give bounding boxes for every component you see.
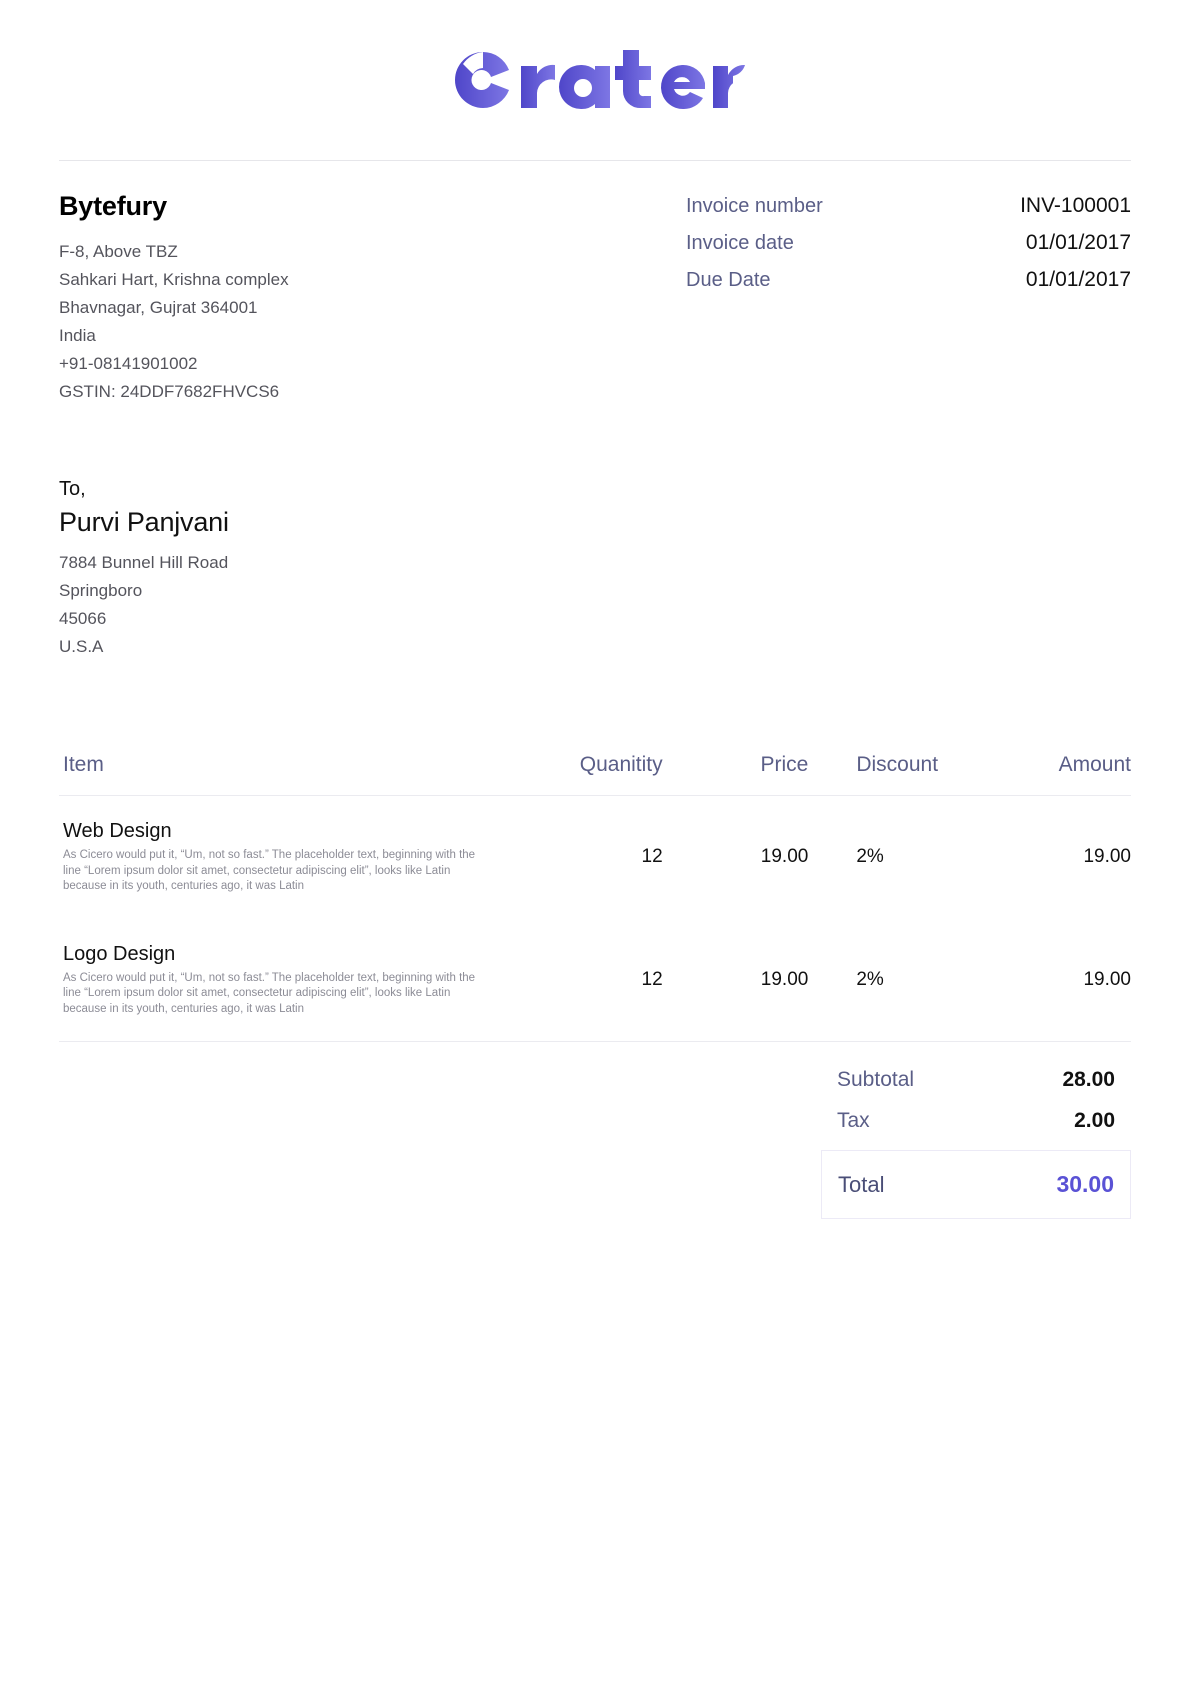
- line-item-cell: Logo Design As Cicero would put it, “Um,…: [59, 918, 507, 1042]
- brand-logo: [59, 0, 1131, 160]
- company-block: Bytefury F-8, Above TBZ Sahkari Hart, Kr…: [59, 191, 539, 406]
- invoice-date-row: Invoice date 01/01/2017: [686, 231, 1131, 255]
- invoice-date-label: Invoice date: [686, 232, 794, 254]
- line-items-table: Item Quanitity Price Discount Amount Web…: [59, 753, 1131, 1042]
- subtotal-row: Subtotal 28.00: [821, 1068, 1131, 1092]
- line-item-name: Web Design: [63, 820, 172, 842]
- invoice-date-value: 01/01/2017: [1025, 231, 1131, 254]
- crater-logo-icon: [455, 50, 745, 110]
- header-divider: [59, 160, 1131, 161]
- total-value: 30.00: [1056, 1171, 1114, 1197]
- line-item-quantity: 12: [506, 918, 663, 1042]
- tax-value: 2.00: [1074, 1109, 1115, 1132]
- company-gstin: GSTIN: 24DDF7682FHVCS6: [59, 382, 280, 401]
- company-address-line: F-8, Above TBZ: [59, 242, 178, 261]
- totals-block: Subtotal 28.00 Tax 2.00 Total 30.00: [821, 1068, 1131, 1219]
- line-items-header: Item Quanitity Price Discount Amount: [59, 753, 1131, 796]
- company-address-line: India: [59, 326, 96, 345]
- due-date-value: 01/01/2017: [1025, 268, 1131, 291]
- line-item-description: As Cicero would put it, “Um, not so fast…: [63, 849, 476, 892]
- subtotal-value: 28.00: [1062, 1068, 1115, 1091]
- line-item-cell: Web Design As Cicero would put it, “Um, …: [59, 796, 507, 919]
- company-name: Bytefury: [59, 191, 167, 221]
- column-header-discount: Discount: [808, 753, 975, 796]
- tax-label: Tax: [837, 1109, 870, 1132]
- table-row: Logo Design As Cicero would put it, “Um,…: [59, 918, 1131, 1042]
- line-item-amount: 19.00: [974, 918, 1131, 1042]
- bill-to-label: To,: [59, 478, 86, 500]
- bill-to-block: To, Purvi Panjvani 7884 Bunnel Hill Road…: [59, 478, 1131, 661]
- column-header-quantity: Quanitity: [506, 753, 663, 796]
- line-item-name: Logo Design: [63, 942, 176, 965]
- line-item-price: 19.00: [760, 846, 809, 868]
- due-date-label: Due Date: [686, 269, 771, 291]
- bill-to-address-line: 7884 Bunnel Hill Road: [59, 553, 229, 572]
- line-item-description: As Cicero would put it, “Um, not so fast…: [63, 971, 476, 1015]
- invoice-meta-block: Invoice number INV-100001 Invoice date 0…: [686, 191, 1131, 406]
- column-header-item: Item: [59, 753, 507, 796]
- line-item-quantity: 12: [641, 846, 663, 868]
- invoice-header: Bytefury F-8, Above TBZ Sahkari Hart, Kr…: [59, 161, 1131, 406]
- column-header-price: Price: [662, 753, 809, 796]
- total-row: Total 30.00: [821, 1150, 1131, 1219]
- line-item-amount: 19.00: [1083, 846, 1131, 868]
- bill-to-address-line: Springboro: [59, 581, 143, 600]
- line-item-price: 19.00: [662, 918, 809, 1042]
- tax-row: Tax 2.00: [821, 1109, 1131, 1133]
- bill-to-name: Purvi Panjvani: [59, 507, 229, 537]
- company-address-line: Bhavnagar, Gujrat 364001: [59, 298, 258, 317]
- line-items-body: Web Design As Cicero would put it, “Um, …: [59, 796, 1131, 1042]
- invoice-number-value: INV-100001: [1020, 194, 1131, 217]
- table-row: Web Design As Cicero would put it, “Um, …: [59, 796, 1131, 919]
- company-phone: +91-08141901002: [59, 354, 198, 373]
- totals-section: Subtotal 28.00 Tax 2.00 Total 30.00: [59, 1068, 1131, 1219]
- bill-to-address-line: 45066: [59, 609, 107, 628]
- total-label: Total: [838, 1171, 885, 1197]
- company-address-line: Sahkari Hart, Krishna complex: [59, 270, 289, 289]
- subtotal-label: Subtotal: [837, 1068, 915, 1091]
- table-header-row: Item Quanitity Price Discount Amount: [59, 753, 1131, 796]
- invoice-number-row: Invoice number INV-100001: [686, 194, 1131, 218]
- due-date-row: Due Date 01/01/2017: [686, 268, 1131, 292]
- line-item-discount: 2%: [856, 846, 884, 868]
- bill-to-address-line: U.S.A: [59, 637, 104, 656]
- column-header-amount: Amount: [974, 753, 1131, 796]
- line-item-discount: 2%: [808, 918, 975, 1042]
- invoice-number-label: Invoice number: [686, 195, 823, 217]
